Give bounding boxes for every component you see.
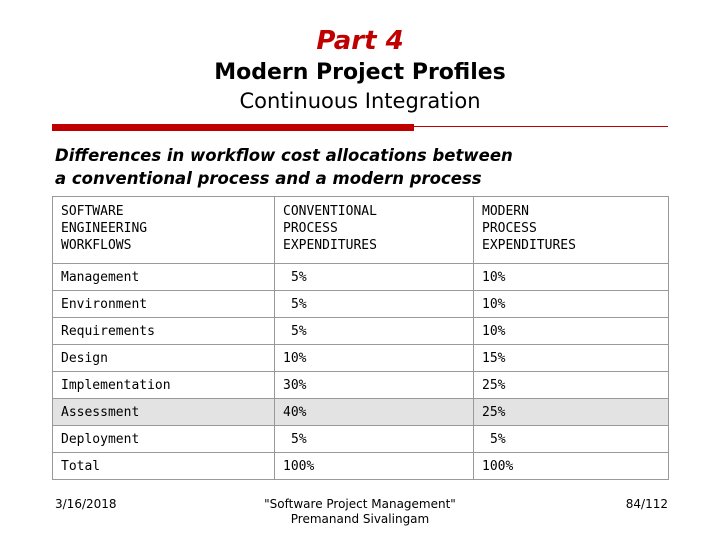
workflow-cell: Design bbox=[52, 344, 275, 372]
header-cell-modern: MODERN PROCESS EXPENDITURES bbox=[473, 196, 669, 264]
table-row: Environment 5% 10% bbox=[52, 290, 669, 318]
header-text: PROCESS bbox=[482, 221, 537, 236]
modern-cell: 15% bbox=[473, 344, 669, 372]
cost-allocation-table: SOFTWARE ENGINEERING WORKFLOWS CONVENTIO… bbox=[52, 196, 669, 480]
conventional-cell: 5% bbox=[274, 290, 474, 318]
header-text: ENGINEERING bbox=[61, 221, 148, 236]
slide-heading: Differences in workflow cost allocations… bbox=[55, 144, 513, 190]
workflow-cell: Deployment bbox=[52, 425, 275, 453]
conventional-value: 5% bbox=[291, 296, 307, 312]
header-text: MODERN bbox=[482, 204, 529, 219]
modern-cell: 10% bbox=[473, 317, 669, 345]
modern-cell: 25% bbox=[473, 371, 669, 399]
footer-author: Premanand Sivalingam bbox=[290, 512, 430, 526]
workflow-cell: Implementation bbox=[52, 371, 275, 399]
table-row: Assessment 40% 25% bbox=[52, 398, 669, 426]
conventional-cell: 40% bbox=[274, 398, 474, 426]
table-row: Deployment 5% 5% bbox=[52, 425, 669, 453]
modern-cell: 100% bbox=[473, 452, 669, 480]
header-text: WORKFLOWS bbox=[61, 238, 132, 253]
conventional-value: 5% bbox=[291, 431, 307, 447]
title-underline-thin bbox=[414, 126, 668, 127]
conventional-cell: 5% bbox=[274, 425, 474, 453]
footer-date: 3/16/2018 bbox=[55, 497, 117, 511]
workflow-cell: Assessment bbox=[52, 398, 275, 426]
table-row: Management 5% 10% bbox=[52, 263, 669, 291]
header-cell-conventional: CONVENTIONAL PROCESS EXPENDITURES bbox=[274, 196, 474, 264]
conventional-cell: 5% bbox=[274, 263, 474, 291]
table-row: Implementation 30% 25% bbox=[52, 371, 669, 399]
title-underline-thick bbox=[52, 124, 414, 131]
footer-course-title: "Software Project Management" bbox=[264, 497, 456, 511]
workflow-cell: Total bbox=[52, 452, 275, 480]
conventional-cell: 5% bbox=[274, 317, 474, 345]
table-header-row: SOFTWARE ENGINEERING WORKFLOWS CONVENTIO… bbox=[52, 196, 669, 264]
header-text: PROCESS bbox=[283, 221, 338, 236]
modern-cell: 10% bbox=[473, 263, 669, 291]
conventional-cell: 100% bbox=[274, 452, 474, 480]
slide-subtitle: Continuous Integration bbox=[239, 89, 481, 113]
header-text: EXPENDITURES bbox=[482, 238, 576, 253]
header-text: EXPENDITURES bbox=[283, 238, 377, 253]
workflow-cell: Environment bbox=[52, 290, 275, 318]
modern-cell: 25% bbox=[473, 398, 669, 426]
conventional-cell: 30% bbox=[274, 371, 474, 399]
modern-value: 5% bbox=[490, 431, 506, 447]
modern-cell: 10% bbox=[473, 290, 669, 318]
table-row: Design 10% 15% bbox=[52, 344, 669, 372]
workflow-cell: Management bbox=[52, 263, 275, 291]
header-text: CONVENTIONAL bbox=[283, 204, 377, 219]
conventional-value: 5% bbox=[291, 269, 307, 285]
footer-center: "Software Project Management" Premanand … bbox=[0, 497, 720, 527]
conventional-value: 5% bbox=[291, 323, 307, 339]
table-row: Total 100% 100% bbox=[52, 452, 669, 480]
conventional-cell: 10% bbox=[274, 344, 474, 372]
part-title: Part 4 bbox=[316, 26, 404, 56]
heading-line-2: a conventional process and a modern proc… bbox=[55, 169, 482, 188]
heading-line-1: Differences in workflow cost allocations… bbox=[55, 146, 513, 165]
table-row: Requirements 5% 10% bbox=[52, 317, 669, 345]
header-cell-workflows: SOFTWARE ENGINEERING WORKFLOWS bbox=[52, 196, 275, 264]
slide-title: Modern Project Profiles bbox=[214, 60, 506, 85]
header-text: SOFTWARE bbox=[61, 204, 124, 219]
modern-cell: 5% bbox=[473, 425, 669, 453]
footer-page-number: 84/112 bbox=[625, 497, 668, 511]
workflow-cell: Requirements bbox=[52, 317, 275, 345]
